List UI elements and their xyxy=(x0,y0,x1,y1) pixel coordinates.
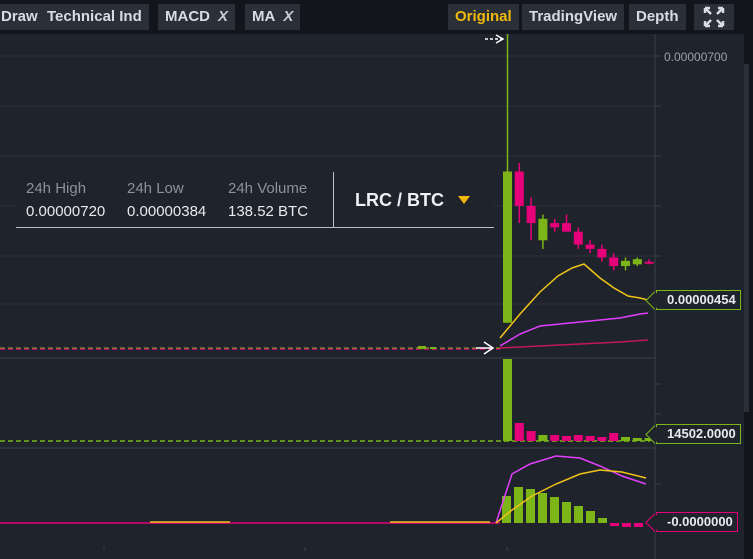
stat-24h-volume: 24h Volume 138.52 BTC xyxy=(228,180,308,220)
macd-value-tag: -0.0000000 xyxy=(656,512,738,532)
pair-selector[interactable]: LRC / BTC xyxy=(355,190,444,210)
candle-body xyxy=(526,205,536,224)
volume-bar xyxy=(514,423,524,441)
chart-graphics: 0.00000700 xyxy=(0,34,753,559)
tab-tradingview[interactable]: TradingView xyxy=(522,4,625,30)
candlestick-series xyxy=(503,34,654,323)
expand-icon xyxy=(703,6,725,28)
macd-histogram xyxy=(502,487,643,527)
stat-24h-low: 24h Low 0.00000384 xyxy=(127,180,206,220)
volume-bar xyxy=(526,431,536,441)
volume-bars xyxy=(503,359,654,441)
candle-body xyxy=(550,223,560,228)
stat-value: 0.00000720 xyxy=(26,203,106,220)
volume-bar xyxy=(621,437,630,441)
macd-label: MACD xyxy=(165,8,210,25)
chart-toolbar: Draw Technical Ind MACD X MA X Original Tr… xyxy=(0,0,753,34)
volume-bar xyxy=(597,437,607,441)
stat-label: 24h Low xyxy=(127,180,184,197)
volume-bar xyxy=(632,438,642,441)
candle-body xyxy=(573,231,583,245)
candle-body xyxy=(632,259,642,265)
price-axis-top-label: 0.00000700 xyxy=(664,50,728,64)
macd-indicator-chip[interactable]: MACD X xyxy=(158,4,236,30)
ma-fast-line xyxy=(499,263,649,339)
technical-indicators-button[interactable]: Technical Ind xyxy=(40,4,149,30)
stat-value: 138.52 BTC xyxy=(228,203,309,220)
caret-down-icon[interactable] xyxy=(458,196,470,204)
tab-original[interactable]: Original xyxy=(448,4,519,30)
stat-24h-high: 24h High 0.00000720 xyxy=(26,180,105,220)
candle-body xyxy=(644,261,654,264)
volume-bar xyxy=(503,359,512,441)
remove-ma-icon[interactable]: X xyxy=(283,8,294,25)
candle-body xyxy=(514,171,524,206)
ma-long-line xyxy=(499,339,649,349)
volume-bar xyxy=(644,438,654,441)
candle-body xyxy=(538,218,548,241)
stat-label: 24h High xyxy=(26,180,87,197)
volume-bar xyxy=(609,433,619,441)
tab-depth[interactable]: Depth xyxy=(629,4,686,30)
ma-indicator-chip[interactable]: MA X xyxy=(245,4,301,30)
volume-bar xyxy=(562,436,571,441)
last-price-tag: 0.00000454 xyxy=(656,290,741,310)
stat-label: 24h Volume xyxy=(228,180,308,197)
ma-slow-line xyxy=(499,312,649,347)
candle-body xyxy=(585,244,595,249)
volume-bar xyxy=(550,435,560,441)
high-marker-arrow xyxy=(485,34,505,44)
volume-bar xyxy=(573,435,583,441)
candle-body xyxy=(503,171,512,323)
fullscreen-button[interactable] xyxy=(694,4,734,30)
stat-value: 0.00000384 xyxy=(127,203,207,220)
macd-line xyxy=(495,469,647,524)
volume-tag: 14502.0000 xyxy=(656,424,741,444)
volume-value: 14502.0000 xyxy=(667,426,736,441)
candle-body xyxy=(609,257,619,267)
candle-body xyxy=(562,223,571,232)
draw-button[interactable]: Draw xyxy=(0,4,45,30)
volume-bar xyxy=(538,435,548,441)
market-stats-panel: 24h High 0.00000720 24h Low 0.00000384 2… xyxy=(16,172,494,228)
remove-macd-icon[interactable]: X xyxy=(218,8,229,25)
volume-bar xyxy=(585,436,595,441)
ma-label: MA xyxy=(252,8,276,25)
macd-signal-line xyxy=(495,455,647,524)
candle-body xyxy=(621,260,630,267)
panel-divider xyxy=(333,172,334,228)
low-marker-arrow xyxy=(476,341,495,355)
last-price-value: 0.00000454 xyxy=(667,292,736,307)
candle-body xyxy=(597,248,607,258)
macd-value: -0.0000000 xyxy=(667,514,733,529)
